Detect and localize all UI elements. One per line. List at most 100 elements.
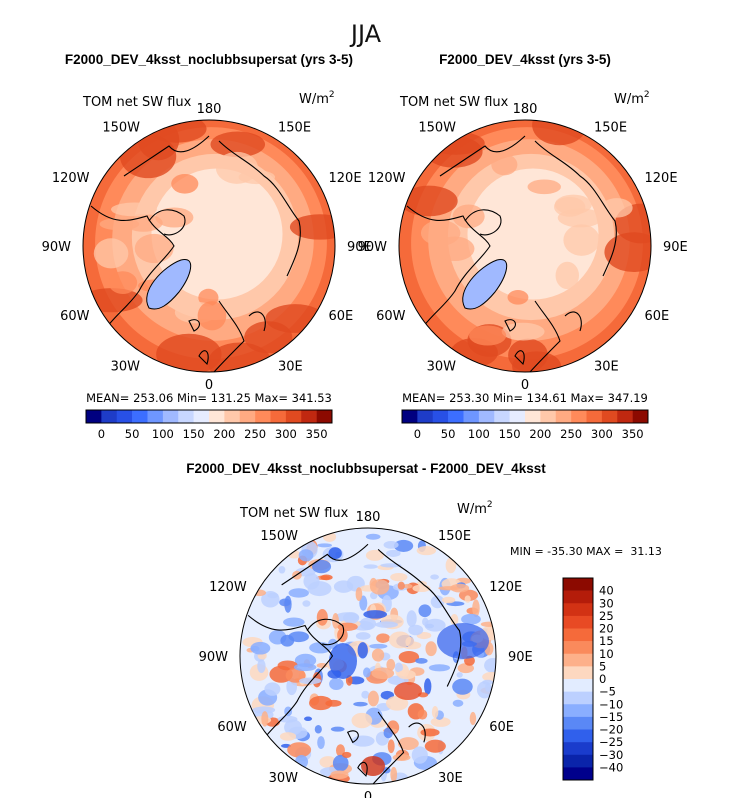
colorbar-swatch — [617, 410, 633, 423]
diff-patch — [287, 742, 312, 758]
diff-patch — [363, 667, 371, 678]
diff-patch — [450, 613, 459, 626]
coastlines — [90, 135, 301, 372]
coastline — [248, 311, 266, 332]
flux-patch — [527, 179, 561, 195]
diff-patch — [283, 617, 305, 627]
colorbar-swatch — [525, 410, 541, 423]
map-field — [240, 528, 496, 784]
colorbar-tick-label: 250 — [244, 427, 266, 441]
flux-patch — [555, 261, 580, 290]
coastline — [439, 135, 526, 177]
longitude-label: 30E — [594, 360, 619, 375]
coastline — [534, 140, 617, 277]
colorbar-swatch — [239, 410, 256, 423]
colorbar-tick-label: 10 — [599, 647, 614, 661]
diff-patch — [284, 595, 292, 613]
flux-patch — [83, 288, 143, 313]
greenland-low-flux — [146, 259, 192, 310]
diff-patch — [330, 726, 345, 732]
diff-patch — [405, 636, 415, 648]
units-base: W/m — [457, 502, 487, 517]
diff-patch — [369, 643, 388, 649]
diff-patch — [293, 663, 317, 672]
diff-patch — [394, 662, 403, 673]
colorbar-swatch — [586, 410, 603, 423]
units-label: W/m2 — [614, 90, 650, 107]
diff-patch — [351, 712, 373, 729]
colorbar-swatch — [632, 410, 649, 423]
diff-patch — [333, 580, 354, 593]
flux-patch — [491, 153, 518, 176]
colorbar-tick-label: 250 — [560, 427, 582, 441]
longitude-label: 0 — [521, 378, 529, 393]
flux-patch — [110, 202, 158, 217]
diff-patch — [317, 736, 325, 749]
longitude-label: 180 — [197, 102, 222, 117]
diff-patch — [278, 566, 286, 574]
diff-patch — [485, 682, 492, 693]
diff-patch — [456, 672, 463, 678]
variable-label: TOM net SW flux — [399, 95, 509, 110]
diff-patch — [329, 643, 357, 679]
diff-patch — [472, 599, 480, 618]
colorbar-swatch — [494, 410, 510, 423]
colorbar-tick-label: −30 — [599, 748, 623, 762]
diff-patch — [480, 621, 496, 627]
flux-patch — [155, 207, 194, 228]
colorbar-frame — [562, 577, 594, 781]
diff-patch — [431, 705, 439, 719]
map-field — [399, 120, 651, 372]
diff-patch — [406, 610, 417, 627]
diff-patch — [252, 589, 267, 597]
diff-patch — [398, 651, 420, 664]
diff-patch — [425, 641, 437, 657]
longitude-label: 150W — [260, 529, 298, 544]
diff-patch — [430, 716, 451, 727]
longitude-label: 120W — [52, 171, 90, 186]
colorbar-tick-label: −10 — [599, 697, 623, 711]
colorbar-swatch — [563, 666, 593, 680]
diff-patch — [365, 533, 381, 540]
coastline — [504, 319, 516, 332]
flux-patch — [197, 301, 227, 331]
longitude-label: 150E — [594, 120, 627, 135]
diff-patch — [393, 539, 414, 552]
diff-patch — [299, 677, 322, 685]
diff-patch — [390, 572, 408, 582]
diff-patch — [390, 766, 398, 782]
coastline — [529, 300, 561, 372]
diff-patch — [359, 595, 368, 611]
diff-patch — [374, 621, 398, 628]
diff-patch — [418, 604, 432, 618]
longitude-label: 150W — [418, 120, 456, 135]
diff-patch — [277, 660, 298, 671]
coastline — [464, 209, 502, 236]
flux-patch — [134, 233, 174, 264]
colorbar-tick-label: −5 — [599, 685, 616, 699]
coastline — [213, 300, 245, 372]
diff-patch — [388, 631, 412, 649]
colorbar-swatch — [316, 410, 333, 423]
flux-band — [171, 183, 267, 279]
colorbar-tick-label: −25 — [599, 735, 623, 749]
diff-patch — [458, 589, 479, 601]
flux-patch — [124, 213, 163, 232]
diff-patch — [261, 711, 269, 727]
colorbar-swatch — [563, 603, 593, 617]
diff-patch — [343, 612, 360, 624]
diff-patch — [387, 739, 395, 754]
colorbar-swatch — [116, 410, 133, 423]
flux-patch — [93, 238, 129, 269]
colorbar-swatch — [563, 578, 593, 591]
flux-patch — [508, 338, 548, 372]
colorbar-swatch — [147, 410, 164, 423]
longitude-label: 0 — [205, 378, 213, 393]
diff-patch — [484, 657, 496, 673]
panel-difference: F2000_DEV_4ksst_noclubbsupersat - F2000_… — [186, 461, 662, 798]
longitude-label: 30E — [438, 771, 463, 786]
coastline — [564, 311, 582, 332]
longitude-label: 150E — [438, 529, 471, 544]
diff-patch — [417, 709, 428, 720]
panel-title: F2000_DEV_4ksst_noclubbsupersat (yrs 3-5… — [65, 52, 353, 67]
